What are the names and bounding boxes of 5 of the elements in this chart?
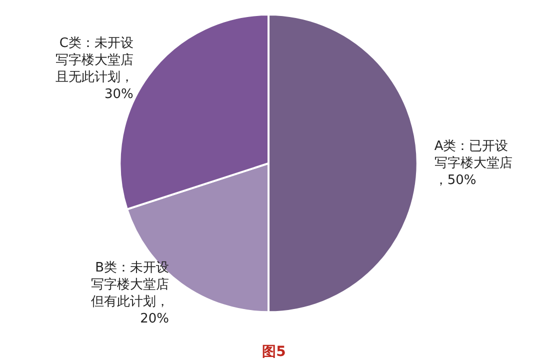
slice-label: B类：未开设写字楼大堂店但有此计划，20% (90, 260, 169, 326)
data-label: ，50% (434, 172, 476, 188)
slice-label: A类：已开设写字楼大堂店 (434, 138, 512, 171)
slice-label: C类：未开设写字楼大堂店且无此计划，30% (55, 36, 134, 102)
caption: 图5 (262, 344, 286, 360)
